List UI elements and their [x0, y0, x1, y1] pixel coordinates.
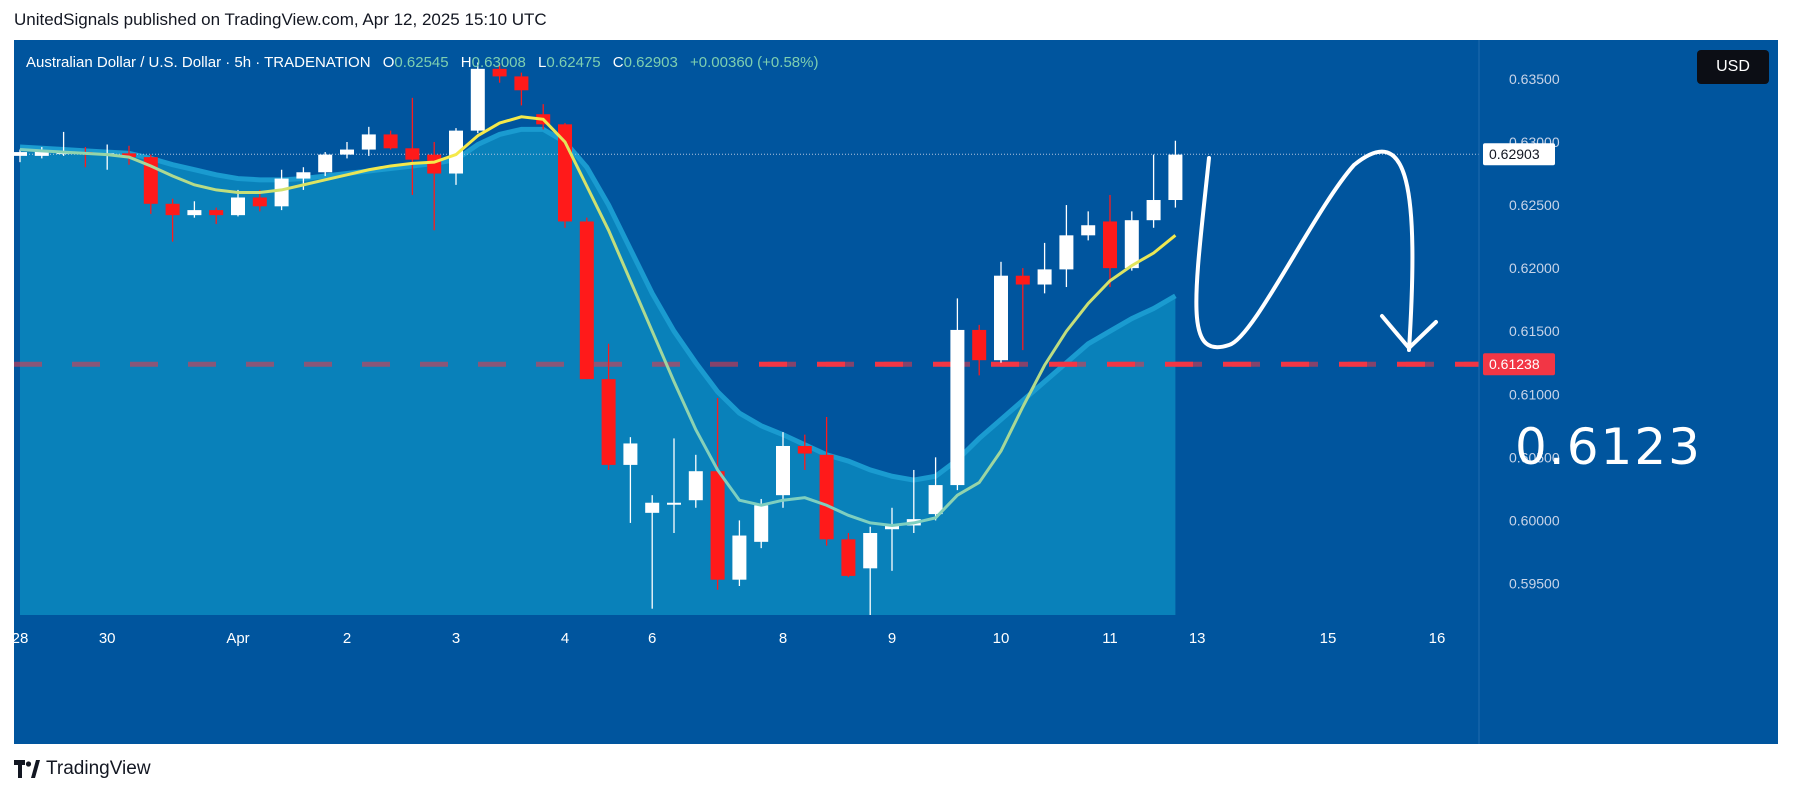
candle-body[interactable] — [819, 454, 834, 540]
slow-ma-line — [19, 126, 1177, 483]
candle-body[interactable] — [470, 68, 485, 131]
candle-body[interactable] — [1037, 269, 1052, 285]
candle-body[interactable] — [514, 76, 529, 91]
candle-body[interactable] — [361, 134, 376, 150]
target-price-tag-label: 0.61238 — [1489, 356, 1540, 372]
y-axis-tick-label: 0.60500 — [1509, 449, 1560, 465]
candle-body[interactable] — [688, 471, 703, 501]
x-axis-tick-label: 9 — [888, 630, 896, 647]
candle-body[interactable] — [754, 505, 769, 542]
candle-body[interactable] — [950, 329, 965, 486]
candle-body[interactable] — [623, 443, 638, 465]
high-value: 0.63008 — [471, 54, 526, 71]
last-price-tag — [1483, 143, 1555, 166]
x-axis-tick-label: 13 — [1189, 630, 1206, 647]
candle-body[interactable] — [187, 210, 202, 216]
change-value: +0.00360 (+0.58%) — [690, 54, 819, 71]
open-label: O — [382, 54, 395, 71]
candle-body[interactable] — [1059, 235, 1074, 270]
candle-body[interactable] — [1103, 221, 1117, 269]
x-axis-tick-label: Apr — [226, 630, 249, 647]
chart-area[interactable]: 28 30 Apr 2 3 4 6 8 9 10 11 13 15 16 0.63500 0.63000 0.6… — [14, 40, 1778, 744]
candle-body[interactable] — [710, 471, 725, 580]
candle-body[interactable] — [296, 172, 311, 179]
candle-body[interactable] — [165, 203, 180, 216]
x-axis-tick-label: 6 — [648, 630, 656, 647]
last-price-tag-label: 0.62903 — [1489, 146, 1540, 162]
candle-body[interactable] — [1168, 154, 1183, 201]
footer-brand-text: TradingView — [46, 758, 151, 779]
projection-path-drawing[interactable] — [1194, 149, 1415, 352]
x-axis-tick-label: 30 — [99, 630, 116, 647]
candle-body[interactable] — [492, 68, 507, 77]
x-axis-tick-label: 15 — [1320, 630, 1337, 647]
price-chart[interactable]: 28 30 Apr 2 3 4 6 8 9 10 11 13 15 160.635000.630000.6… — [14, 40, 1778, 744]
candle-body[interactable] — [427, 154, 442, 174]
candle-body[interactable] — [928, 485, 943, 515]
candle-body[interactable] — [340, 149, 354, 155]
candle-body[interactable] — [732, 535, 747, 580]
candle-body[interactable] — [209, 210, 224, 216]
x-axis-tick-label: 10 — [993, 630, 1010, 647]
x-axis-tick-label: 3 — [452, 630, 460, 647]
candle-body[interactable] — [14, 152, 27, 156]
high-label: H — [460, 54, 472, 71]
ma-area-fill — [20, 129, 1176, 615]
low-value: 0.62475 — [546, 54, 601, 71]
candle-body[interactable] — [231, 197, 245, 216]
y-axis-tick-label: 0.60000 — [1509, 512, 1560, 528]
candle-body[interactable] — [1015, 275, 1030, 285]
x-axis-tick-label: 2 — [343, 630, 351, 647]
candle-body[interactable] — [601, 379, 616, 465]
x-axis-tick-label: 28 — [14, 630, 28, 647]
target-annotation: 0.6123 — [1515, 418, 1702, 476]
open-value: 0.62545 — [394, 54, 449, 71]
y-axis-tick-label: 0.61500 — [1509, 323, 1560, 339]
y-axis-tick-label: 0.63500 — [1509, 71, 1560, 87]
target-price-tag — [1483, 353, 1555, 376]
tradingview-logo-icon — [14, 760, 40, 778]
y-axis-tick-label: 0.61000 — [1509, 386, 1560, 402]
candle-body[interactable] — [994, 275, 1008, 361]
close-label: C — [612, 54, 624, 71]
x-axis-strip — [14, 615, 1479, 744]
candle-body[interactable] — [841, 539, 856, 576]
publisher-line: UnitedSignals published on TradingView.c… — [14, 10, 547, 29]
candle-body[interactable] — [318, 154, 333, 173]
x-axis-tick-label: 8 — [779, 630, 787, 647]
candle-body[interactable] — [776, 445, 790, 496]
y-axis-tick-label: 0.62000 — [1509, 260, 1560, 276]
candle-body[interactable] — [383, 134, 398, 149]
candle-body[interactable] — [405, 148, 420, 160]
x-axis-tick-label: 11 — [1102, 630, 1118, 647]
symbol-title[interactable]: Australian Dollar / U.S. Dollar · 5h · T… — [26, 54, 371, 71]
candle-body[interactable] — [645, 502, 660, 513]
currency-button[interactable]: USD — [1697, 50, 1769, 84]
y-axis-tick-label: 0.59500 — [1509, 575, 1560, 591]
footer-brand: TradingView — [14, 758, 151, 780]
fast-ma-line — [19, 115, 1177, 527]
y-axis-tick-label: 0.62500 — [1509, 197, 1560, 213]
candle-body[interactable] — [1146, 200, 1161, 221]
candle-body[interactable] — [667, 502, 681, 505]
candle-body[interactable] — [34, 150, 49, 156]
candle-body[interactable] — [972, 329, 987, 361]
close-value: 0.62903 — [623, 54, 678, 71]
candle-body[interactable] — [863, 533, 878, 569]
candle-body[interactable] — [449, 130, 463, 174]
candle-body[interactable] — [122, 153, 136, 158]
candle-body[interactable] — [252, 197, 267, 207]
candle-body[interactable] — [1124, 220, 1139, 269]
candle-body[interactable] — [885, 525, 899, 530]
low-label: L — [538, 54, 547, 71]
x-axis-tick-label: 4 — [561, 630, 569, 647]
candle-body[interactable] — [274, 178, 289, 207]
projection-arrow-head[interactable] — [1380, 314, 1438, 351]
candle-body[interactable] — [797, 445, 812, 454]
candle-body[interactable] — [579, 221, 594, 380]
ohlc-legend: Australian Dollar / U.S. Dollar · 5h · T… — [26, 54, 818, 71]
candle-body[interactable] — [1081, 225, 1096, 236]
x-axis-tick-label: 16 — [1429, 630, 1446, 647]
